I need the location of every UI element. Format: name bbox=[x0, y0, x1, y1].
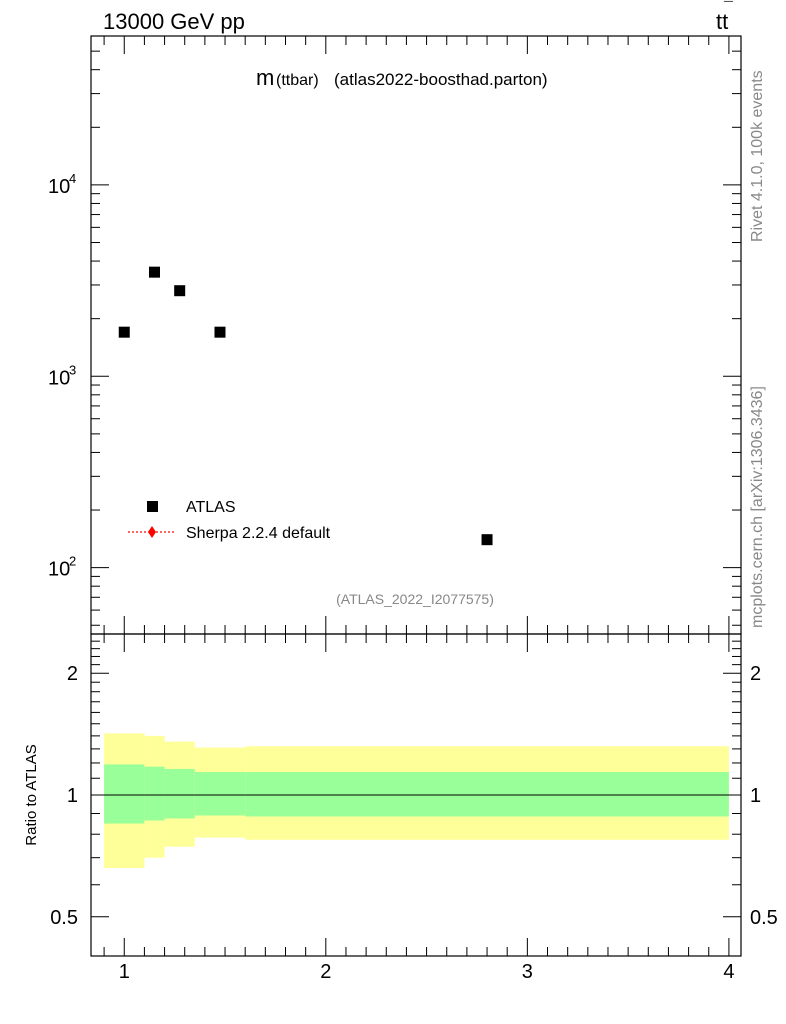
x-tick-label: 4 bbox=[723, 961, 734, 983]
x-tick-labels: 1 2 3 4 bbox=[119, 961, 735, 983]
ratio-panel: 0.5 0.5 1 1 2 2 1 2 3 4 Ratio to ATLAS bbox=[23, 633, 778, 983]
analysis-watermark: (ATLAS_2022_I2077575) bbox=[336, 591, 494, 607]
y-tick-label: 10 bbox=[48, 367, 70, 389]
legend-marker-sherpa bbox=[148, 526, 156, 538]
ratio-band-stat bbox=[245, 771, 729, 817]
ratio-y-axis-label: Ratio to ATLAS bbox=[23, 744, 40, 845]
ratio-y-tick-label-right: 1 bbox=[750, 785, 761, 807]
plot-title-analysis: (atlas2022-boosthad.parton) bbox=[334, 70, 548, 89]
legend-label-sherpa: Sherpa 2.2.4 default bbox=[186, 525, 331, 542]
y-tick-label: 10 bbox=[48, 559, 70, 581]
y-tick-label-exponent: 2 bbox=[69, 554, 76, 569]
ratio-bands bbox=[104, 733, 729, 869]
ratio-axis-ticks bbox=[91, 634, 741, 957]
ratio-band-stat bbox=[194, 771, 246, 816]
data-point bbox=[481, 534, 493, 546]
ratio-y-tick-label-left: 2 bbox=[67, 663, 78, 685]
main-axis-ticks bbox=[91, 35, 741, 634]
ratio-y-tick-label-left: 1 bbox=[67, 785, 78, 807]
beam-label: 13000 GeV pp bbox=[103, 9, 245, 34]
data-points bbox=[118, 266, 493, 546]
ratio-y-tick-label-right: 2 bbox=[750, 663, 761, 685]
y-tick-label-exponent: 3 bbox=[69, 362, 76, 377]
data-point bbox=[148, 266, 160, 278]
ratio-y-tick-label-right: 0.5 bbox=[750, 907, 778, 929]
ratio-band-stat bbox=[104, 764, 145, 824]
ratio-band-stat bbox=[144, 766, 165, 821]
legend-marker-atlas bbox=[147, 501, 158, 512]
plot-title: m bbox=[256, 65, 274, 90]
process-label: tt bbox=[716, 9, 728, 34]
legend: ATLAS Sherpa 2.2.4 default bbox=[128, 499, 331, 542]
ratio-y-tick-label-left: 0.5 bbox=[50, 907, 78, 929]
rivet-version-label: Rivet 4.1.0, 100k events bbox=[749, 70, 766, 242]
x-tick-label: 2 bbox=[320, 961, 331, 983]
ratio-y-tick-labels: 0.5 0.5 1 1 2 2 bbox=[50, 663, 778, 929]
y-tick-label-exponent: 4 bbox=[69, 171, 76, 186]
main-frame bbox=[90, 35, 742, 635]
mcplots-label: mcplots.cern.ch [arXiv:1306.3436] bbox=[749, 386, 766, 628]
x-tick-label: 3 bbox=[522, 961, 533, 983]
data-point bbox=[214, 326, 226, 338]
x-tick-label: 1 bbox=[119, 961, 130, 983]
ratio-frame bbox=[90, 633, 742, 957]
plot-title-sub: (ttbar) bbox=[276, 72, 319, 89]
data-point bbox=[118, 326, 130, 338]
y-tick-label: 10 bbox=[48, 176, 70, 198]
legend-label-atlas: ATLAS bbox=[186, 499, 236, 516]
ratio-band-stat bbox=[164, 768, 195, 819]
process-bar-mark: ¯ bbox=[723, 0, 733, 17]
data-point bbox=[174, 285, 186, 297]
